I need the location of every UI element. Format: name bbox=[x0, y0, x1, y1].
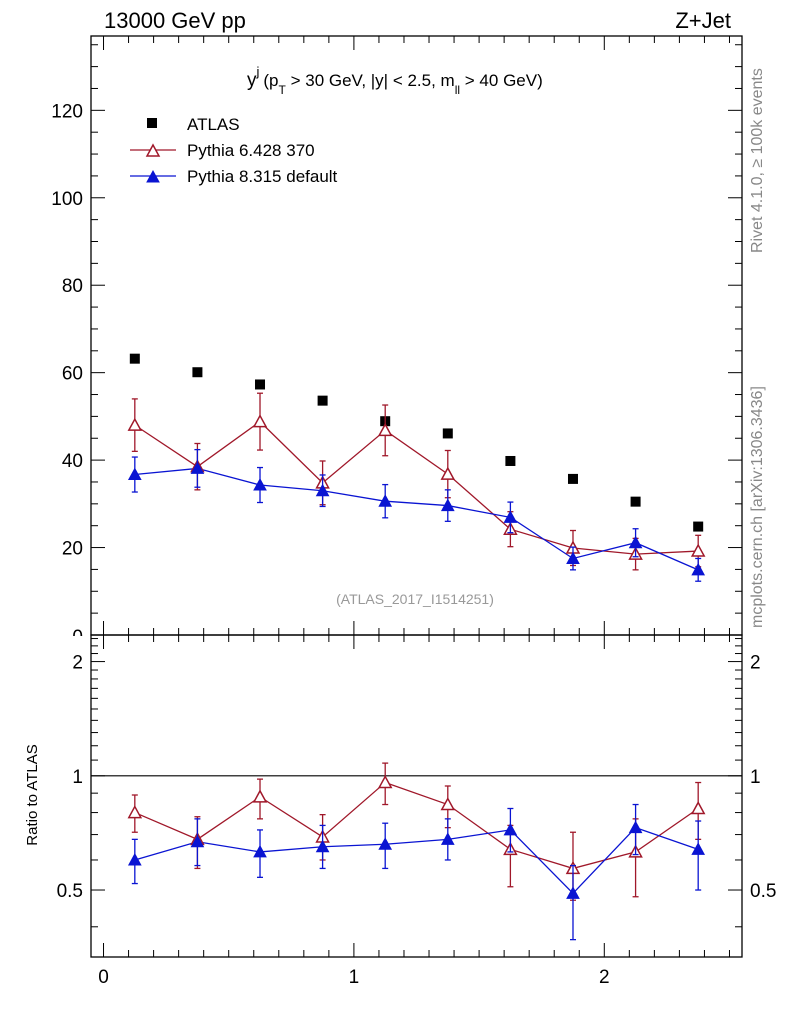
header-right-title: Z+Jet bbox=[675, 8, 731, 33]
data-point-pythia6 bbox=[377, 422, 393, 437]
series-line-pythia8 bbox=[134, 467, 699, 571]
legend-pythia6-marker bbox=[145, 143, 161, 157]
legend: ATLAS Pythia 6.428 370 Pythia 8.315 defa… bbox=[130, 115, 338, 186]
data-point-pythia8 bbox=[253, 477, 267, 491]
ratio-y-tick-label-right: 1 bbox=[750, 767, 761, 788]
main-axis-ticks: 204060801001200 bbox=[51, 36, 742, 648]
ratio-point-pythia8 bbox=[127, 852, 142, 866]
ratio-point-pythia8 bbox=[253, 844, 267, 858]
ratio-point-pythia8 bbox=[378, 837, 393, 850]
legend-pythia8-label: Pythia 8.315 default bbox=[187, 167, 338, 186]
legend-atlas-marker bbox=[147, 118, 157, 128]
data-point-atlas bbox=[505, 455, 516, 466]
ratio-y-tick-label-left: 1 bbox=[72, 767, 83, 788]
ratio-axis-ticks: 0.5 0.5 1 1 2 2 0 1 2 bbox=[57, 635, 776, 988]
analysis-tag: (ATLAS_2017_I1514251) bbox=[336, 591, 494, 607]
zero-label-mask bbox=[60, 636, 90, 648]
data-point-atlas bbox=[630, 496, 641, 507]
y-tick-label: 20 bbox=[62, 539, 83, 560]
x-tick-label: 1 bbox=[349, 967, 360, 988]
data-point-pythia6 bbox=[690, 543, 706, 557]
title-superscript: j bbox=[256, 64, 260, 79]
data-point-atlas bbox=[442, 428, 453, 439]
data-point-atlas bbox=[693, 521, 704, 532]
ratio-point-pythia6 bbox=[252, 789, 268, 803]
data-point-atlas bbox=[255, 379, 266, 390]
data-point-atlas bbox=[192, 367, 203, 378]
title-variable: y bbox=[247, 70, 257, 91]
data-point-pythia6 bbox=[252, 414, 268, 428]
data-point-pythia6 bbox=[440, 466, 456, 480]
y-tick-label: 100 bbox=[51, 189, 83, 210]
plot-title: yj (pT > 30 GeV, |y| < 2.5, mll > 40 GeV) bbox=[247, 64, 543, 97]
ratio-point-pythia8 bbox=[190, 834, 205, 848]
data-point-pythia8 bbox=[440, 498, 455, 512]
ratio-point-pythia8 bbox=[628, 820, 643, 834]
data-point-pythia8 bbox=[315, 483, 330, 497]
x-tick-label: 0 bbox=[98, 967, 109, 988]
data-point-pythia8 bbox=[691, 562, 706, 576]
legend-pythia6-label: Pythia 6.428 370 bbox=[187, 141, 315, 160]
x-tick-label: 2 bbox=[599, 967, 610, 988]
ratio-y-tick-label-left: 0.5 bbox=[57, 881, 83, 902]
y-tick-label: 60 bbox=[62, 364, 83, 385]
legend-atlas-label: ATLAS bbox=[187, 115, 240, 134]
ratio-point-pythia6 bbox=[440, 796, 456, 811]
ratio-point-pythia8 bbox=[691, 842, 706, 855]
ratio-point-pythia8 bbox=[315, 839, 330, 853]
rivet-version-label: Rivet 4.1.0, ≥ 100k events bbox=[749, 68, 766, 253]
ratio-data-marks bbox=[91, 762, 742, 941]
title-pt-subscript: T bbox=[279, 83, 287, 97]
ratio-y-tick-label-left: 2 bbox=[72, 653, 83, 674]
mcplots-reference-label: mcplots.cern.ch [arXiv:1306.3436] bbox=[749, 386, 766, 628]
legend-pythia8-marker bbox=[146, 169, 160, 183]
ratio-point-pythia8 bbox=[440, 832, 455, 845]
main-data-marks bbox=[127, 353, 706, 582]
data-point-pythia8 bbox=[628, 535, 643, 549]
ratio-point-pythia8 bbox=[503, 822, 518, 836]
y-tick-label: 120 bbox=[51, 101, 83, 122]
ratio-ylabel: Ratio to ATLAS bbox=[24, 744, 41, 845]
data-point-atlas bbox=[567, 473, 578, 484]
y-tick-label: 40 bbox=[62, 451, 83, 472]
data-point-atlas bbox=[129, 353, 140, 364]
data-point-pythia8 bbox=[127, 467, 142, 481]
ratio-point-pythia6 bbox=[127, 805, 143, 819]
data-point-pythia8 bbox=[566, 551, 580, 564]
data-point-pythia8 bbox=[503, 510, 518, 523]
data-point-pythia8 bbox=[190, 461, 205, 474]
data-point-pythia6 bbox=[127, 417, 143, 431]
ratio-y-tick-label-right: 2 bbox=[750, 653, 761, 674]
ratio-line-pythia8 bbox=[134, 826, 699, 895]
ratio-point-pythia8 bbox=[566, 886, 580, 899]
header-left-title: 13000 GeV pp bbox=[104, 8, 246, 33]
series-line-pythia6 bbox=[134, 420, 699, 555]
title-cut-middle: > 30 GeV, |y| < 2.5, m bbox=[286, 71, 455, 90]
data-point-atlas bbox=[317, 395, 328, 406]
y-tick-label: 80 bbox=[62, 276, 83, 297]
data-point-pythia8 bbox=[378, 494, 393, 507]
ratio-point-pythia6 bbox=[690, 800, 706, 815]
ratio-point-pythia6 bbox=[377, 774, 393, 789]
title-mll-subscript: ll bbox=[455, 83, 460, 97]
ratio-panel-frame bbox=[90, 634, 743, 958]
title-cut-open: (p bbox=[263, 71, 278, 90]
ratio-y-tick-label-right: 0.5 bbox=[750, 881, 776, 902]
ratio-line-pythia6 bbox=[134, 781, 699, 870]
title-cut-end: > 40 GeV) bbox=[460, 71, 543, 90]
